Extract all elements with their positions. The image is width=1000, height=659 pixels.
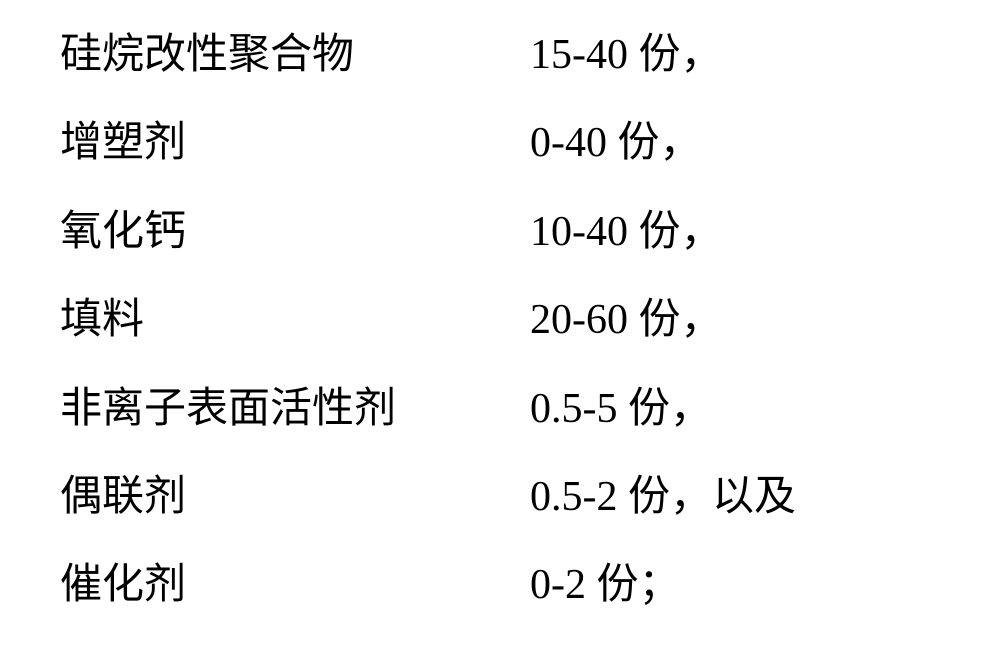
ingredient-amount: 0-40 份， [530,118,702,168]
ingredient-name: 硅烷改性聚合物 [60,30,530,80]
table-row: 填料 20-60 份， [60,295,940,345]
ingredient-amount: 15-40 份， [530,30,723,80]
ingredient-list: 硅烷改性聚合物 15-40 份， 增塑剂 0-40 份， 氧化钙 10-40 份… [0,0,1000,659]
ingredient-amount: 0.5-5 份， [530,384,712,434]
ingredient-name: 氧化钙 [60,207,530,257]
ingredient-amount: 0-2 份； [530,560,681,610]
table-row: 偶联剂 0.5-2 份， 以及 [60,472,940,522]
row-suffix: 以及 [712,472,796,522]
ingredient-name: 催化剂 [60,560,530,610]
table-row: 硅烷改性聚合物 15-40 份， [60,30,940,80]
table-row: 氧化钙 10-40 份， [60,207,940,257]
table-row: 催化剂 0-2 份； [60,560,940,610]
table-row: 增塑剂 0-40 份， [60,118,940,168]
ingredient-name: 增塑剂 [60,118,530,168]
ingredient-amount: 0.5-2 份， [530,472,712,522]
ingredient-amount: 10-40 份， [530,207,723,257]
ingredient-name: 填料 [60,295,530,345]
ingredient-amount: 20-60 份， [530,295,723,345]
table-row: 非离子表面活性剂 0.5-5 份， [60,384,940,434]
ingredient-name: 偶联剂 [60,472,530,522]
ingredient-name: 非离子表面活性剂 [60,384,530,434]
